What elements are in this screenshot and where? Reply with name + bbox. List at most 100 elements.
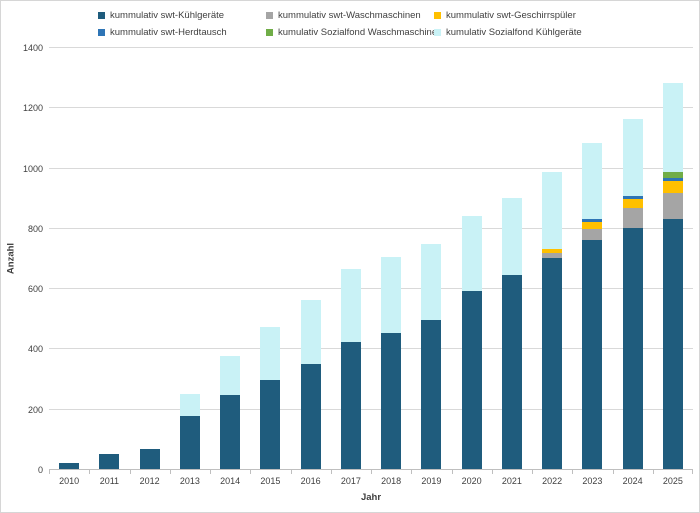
legend-swatch-icon	[434, 29, 441, 36]
x-tick-mark	[612, 470, 614, 474]
bar-2011	[99, 453, 120, 469]
y-tick-label: 400	[27, 344, 43, 355]
bar-segment	[260, 380, 281, 469]
y-axis-tick-labels: 0 200 400 600 800 1000 1200 1400	[1, 43, 43, 475]
x-tick-label: 2013	[179, 476, 200, 486]
y-tick-label: 1000	[22, 163, 43, 174]
legend-item-label: kummulativ swt-Waschmaschinen	[278, 10, 421, 21]
x-tick-mark	[89, 470, 91, 474]
x-tick-mark	[129, 470, 131, 474]
bar-segment	[99, 453, 120, 469]
y-tick-label: 1400	[22, 43, 43, 53]
bar-2012	[139, 449, 160, 469]
bar-segment	[542, 253, 563, 258]
x-tick-label: 2017	[340, 476, 361, 486]
bar-segment	[582, 218, 603, 222]
chart-legend: kummulativ swt-Kühlgeräte kummulativ swt-…	[1, 8, 699, 40]
legend-item-label: kummulativ swt-Herdtausch	[110, 27, 227, 38]
bar-2017	[340, 268, 361, 469]
x-tick-mark	[330, 470, 332, 474]
bar-segment	[461, 291, 482, 469]
x-tick-mark	[411, 470, 413, 474]
legend-swatch-icon	[98, 12, 105, 19]
bar-2015	[260, 327, 281, 469]
gridline	[49, 408, 693, 410]
legend-item-label: kummulativ swt-Kühlgeräte	[110, 10, 225, 21]
y-tick-label: 0	[37, 465, 43, 475]
legend-item-label: kummulativ swt-Geschirrspüler	[446, 10, 576, 21]
gridline	[49, 167, 693, 169]
legend-item-1: kummulativ swt-Waschmaschinen	[266, 8, 434, 23]
legend-item-4: kumulativ Sozialfond Waschmaschine	[266, 25, 438, 40]
bar-segment	[340, 342, 361, 469]
bar-segment	[582, 239, 603, 469]
bar-segment	[179, 416, 200, 469]
x-tick-mark	[491, 470, 493, 474]
legend-item-5: kumulativ Sozialfond Kühlgeräte	[434, 25, 602, 40]
bar-segment	[542, 172, 563, 249]
bar-segment	[622, 227, 643, 469]
legend-swatch-icon	[434, 12, 441, 19]
bar-2021	[501, 197, 522, 469]
bar-segment	[220, 395, 241, 469]
bar-segment	[582, 221, 603, 230]
x-tick-mark	[371, 470, 372, 474]
bar-segment	[421, 319, 442, 469]
x-tick-label: 2025	[662, 476, 683, 486]
bar-segment	[179, 393, 200, 417]
bar-segment	[542, 248, 563, 254]
bar-segment	[582, 229, 603, 240]
x-tick-label: 2014	[220, 476, 241, 486]
x-tick-mark	[250, 470, 252, 474]
bar-segment	[662, 172, 683, 179]
bar-segment	[662, 218, 683, 469]
bar-2010	[59, 462, 80, 469]
gridline	[49, 288, 693, 290]
x-tick-label: 2015	[260, 476, 281, 486]
legend-swatch-icon	[266, 29, 273, 36]
bar-segment	[461, 215, 482, 292]
legend-item-3: kummulativ swt-Herdtausch	[98, 25, 266, 40]
bar-2022	[542, 172, 563, 469]
legend-item-label: kumulativ Sozialfond Waschmaschine	[278, 27, 438, 38]
bar-segment	[501, 274, 522, 469]
bar-segment	[340, 268, 361, 343]
bar-segment	[300, 300, 321, 364]
x-tick-label: 2011	[99, 476, 120, 486]
x-tick-label: 2024	[622, 476, 643, 486]
legend-item-label: kumulativ Sozialfond Kühlgeräte	[446, 27, 582, 38]
gridline	[49, 47, 693, 48]
x-tick-label: 2020	[461, 476, 482, 486]
x-tick-mark	[49, 470, 50, 474]
x-tick-label: 2012	[139, 476, 160, 486]
bar-segment	[501, 197, 522, 275]
bar-segment	[139, 449, 160, 469]
gridline	[49, 227, 693, 229]
y-tick-label: 800	[27, 223, 43, 234]
bar-2023	[582, 143, 603, 469]
bar-2014	[220, 355, 241, 469]
bar-segment	[662, 178, 683, 182]
x-tick-label: 2021	[501, 476, 522, 486]
legend-item-2: kummulativ swt-Geschirrspüler	[434, 8, 602, 23]
gridline	[49, 348, 693, 350]
x-tick-label: 2010	[59, 476, 80, 486]
x-tick-mark	[451, 470, 453, 474]
bar-2024	[622, 119, 643, 469]
x-tick-label: 2019	[421, 476, 442, 486]
x-tick-mark	[290, 470, 292, 474]
x-tick-mark	[652, 470, 654, 474]
legend-swatch-icon	[266, 12, 273, 19]
bar-segment	[381, 333, 402, 469]
bar-segment	[421, 244, 442, 320]
y-tick-label: 1200	[22, 103, 43, 114]
x-tick-mark	[532, 470, 533, 474]
x-tick-mark	[692, 470, 693, 474]
bar-segment	[59, 462, 80, 469]
x-axis-title: Jahr	[360, 492, 382, 503]
bar-segment	[622, 208, 643, 228]
bar-2025	[662, 83, 683, 469]
bar-2013	[179, 393, 200, 469]
bar-segment	[300, 363, 321, 469]
x-tick-mark	[572, 470, 574, 474]
